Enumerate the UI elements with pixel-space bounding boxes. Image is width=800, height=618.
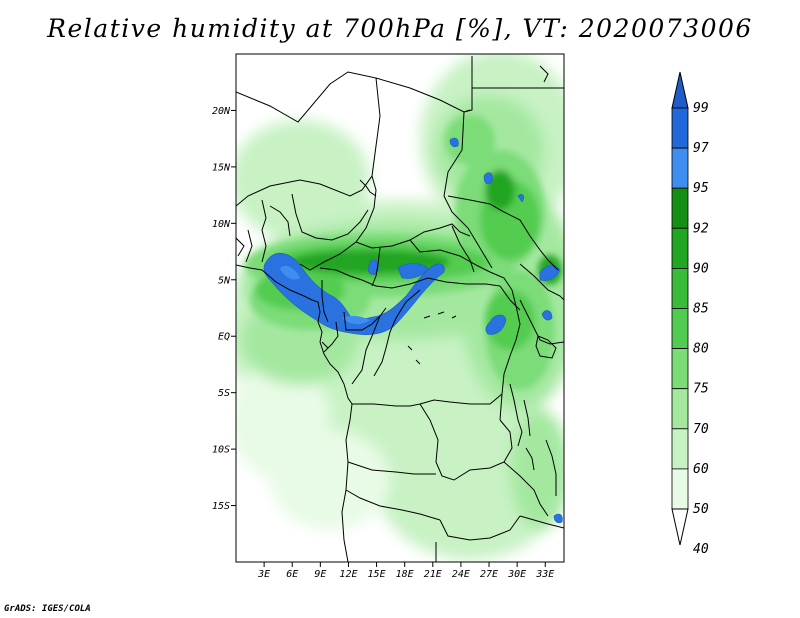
lon-tick-label: 12E [339,569,357,580]
humidity-field [236,54,564,562]
colorbar-label: 80 [693,342,709,357]
colorbar-segment [671,348,689,390]
longitude-axis: 3E 6E 9E 12E 15E 18E 21E 24E 27E 30E 33E [257,562,554,580]
lat-tick-label: 10N [212,219,231,230]
colorbar-label: 85 [693,302,709,317]
colorbar-segment [671,147,689,189]
lon-tick-label: 9E [314,569,326,580]
colorbar-label: 50 [693,502,709,517]
colorbar-label: 99 [693,101,709,116]
country-borders [236,56,564,562]
colorbar-label: 70 [693,422,709,437]
colorbar-segment [671,468,689,510]
colorbar-label: 75 [693,382,709,397]
lon-tick-label: 21E [424,569,442,580]
colorbar-label: 60 [693,462,709,477]
lon-tick-label: 15E [368,569,386,580]
lat-tick-label: EQ [218,332,230,343]
lon-tick-label: 24E [452,569,470,580]
map-frame [235,53,565,563]
lat-tick-label: 5N [218,275,231,286]
colorbar-label: 95 [693,181,709,196]
lon-tick-label: 3E [257,569,270,580]
lat-tick-label: 5S [218,388,230,399]
latitude-axis: 20N 15N 10N 5N EQ 5S 10S 15S [212,106,236,512]
lon-tick-label: 30E [507,569,526,580]
lat-tick-label: 15S [212,501,230,512]
colorbar-segment [671,187,689,229]
lat-tick-label: 15N [212,162,231,173]
colorbar-segment [671,267,689,309]
lat-tick-label: 20N [212,106,231,117]
colorbar-label: 97 [693,141,709,156]
lon-tick-label: 6E [286,569,298,580]
grads-credit: GrADS: IGES/COLA [4,604,91,614]
colorbar-segment [671,107,689,149]
colorbar-segment [671,308,689,349]
colorbar: 99 97 95 92 90 85 80 75 70 60 50 40 [671,71,709,557]
colorbar-segment [671,227,689,269]
colorbar-segment [671,388,689,430]
lon-tick-label: 33E [535,569,554,580]
lat-tick-label: 10S [212,445,230,456]
lon-tick-label: 27E [480,569,498,580]
lon-tick-label: 18E [396,569,414,580]
colorbar-label: 92 [693,221,709,236]
colorbar-lower-arrow [671,508,689,546]
colorbar-upper-arrow [671,71,689,109]
map-title: Relative humidity at 700hPa [%], VT: 202… [47,14,753,43]
colorbar-segment [671,428,689,470]
colorbar-label: 40 [693,542,709,557]
colorbar-label: 90 [693,261,709,276]
